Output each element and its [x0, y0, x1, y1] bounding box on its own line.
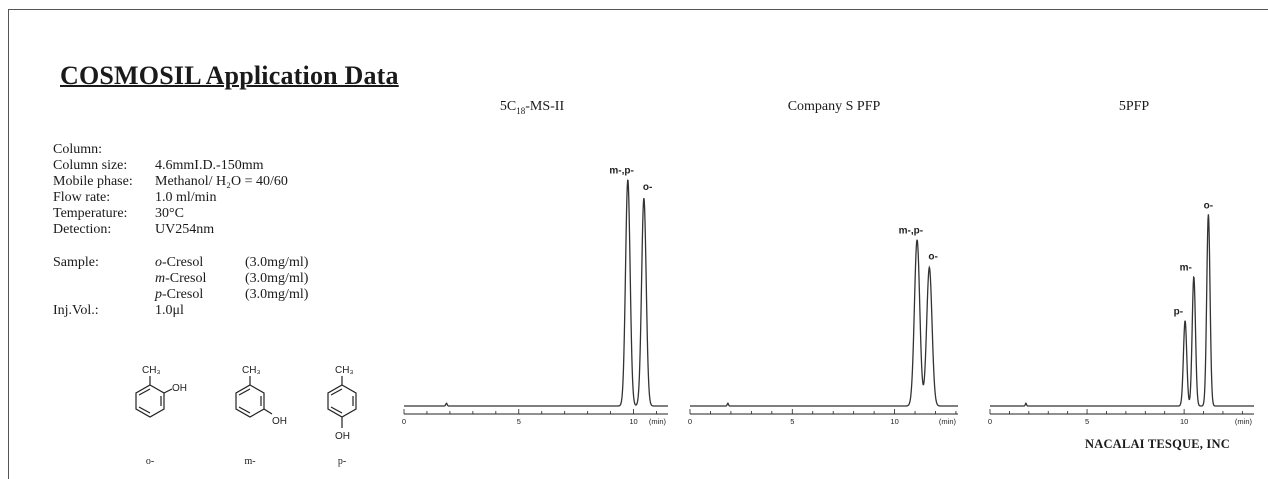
hydroxyl-label: OH [335, 431, 350, 442]
sample-name: o-Cresol [155, 255, 204, 270]
x-tick-label: 5 [517, 417, 521, 426]
condition-value: 1.0 ml/min [155, 190, 217, 205]
chromatogram-trace [404, 179, 668, 407]
sample-name: m-Cresol [155, 271, 207, 286]
condition-value: 30°C [155, 206, 184, 221]
methyl-label: CH₃ [242, 365, 261, 376]
methyl-label: CH₃ [335, 365, 354, 376]
condition-value: 4.6mmI.D.-150mm [155, 158, 264, 173]
frame-left-border [8, 9, 9, 479]
peak-label: m- [1180, 263, 1192, 274]
p-cresol-structure-icon: CH₃ OH [327, 365, 357, 442]
chromatogram-5pfp: 0 5 10 (min) p-m-o- [988, 200, 1254, 426]
methyl-label: CH₃ [142, 365, 161, 376]
hydroxyl-label: OH [272, 416, 287, 427]
x-tick-label: 0 [688, 417, 692, 426]
condition-label: Temperature: [53, 206, 128, 221]
hydroxyl-label: OH [172, 383, 187, 394]
o-cresol-structure-icon: CH₃ OH [135, 365, 187, 418]
sample-concentration: (3.0mg/ml) [245, 271, 309, 286]
chart-title-5pfp: 5PFP [1118, 99, 1150, 114]
structure-caption-p: p- [337, 456, 347, 467]
inj-label: Inj.Vol.: [53, 303, 99, 318]
x-tick-label: 0 [988, 417, 992, 426]
sample-concentration: (3.0mg/ml) [245, 255, 309, 270]
x-tick-label: 10 [1180, 417, 1188, 426]
x-axis-unit-label: (min) [939, 417, 957, 426]
sample-name: p-Cresol [155, 287, 204, 302]
condition-label: Detection: [53, 222, 112, 237]
page-title: COSMOSIL Application Data [60, 61, 399, 90]
peak-label: o- [928, 251, 937, 262]
peak-label: m-,p- [609, 166, 633, 177]
sample-label: Sample: [53, 255, 99, 270]
condition-value: UV254nm [155, 222, 215, 237]
x-tick-label: 10 [890, 417, 898, 426]
peak-label: m-,p- [899, 226, 923, 237]
x-tick-label: 10 [629, 417, 637, 426]
peak-label: p- [1174, 307, 1183, 318]
company-name: NACALAI TESQUE, INC [1085, 437, 1230, 451]
condition-label: Column size: [53, 158, 128, 173]
inj-value: 1.0μl [155, 303, 184, 318]
chromatogram-c18: 0 5 10 (min) m-,p-o- [402, 166, 668, 426]
chromatogram-trace [690, 239, 958, 407]
x-axis-unit-label: (min) [649, 417, 667, 426]
peak-label: o- [1204, 200, 1213, 211]
condition-label: Column: [53, 142, 103, 157]
x-tick-label: 5 [790, 417, 794, 426]
condition-label: Flow rate: [53, 190, 111, 205]
peak-label: o- [643, 182, 652, 193]
chart-title-company-s: Company S PFP [787, 99, 881, 114]
frame-top-border [8, 9, 1268, 10]
chart-title-c18: 5C18-MS-II [499, 99, 565, 116]
chromatogram-company-s-pfp: 0 5 10 (min) m-,p-o- [688, 226, 958, 426]
x-axis-unit-label: (min) [1235, 417, 1253, 426]
condition-label: Mobile phase: [53, 174, 133, 189]
x-tick-label: 5 [1085, 417, 1089, 426]
m-cresol-structure-icon: CH₃ OH [235, 365, 287, 427]
sample-concentration: (3.0mg/ml) [245, 287, 309, 302]
structure-caption-m: m- [244, 456, 256, 467]
condition-value: Methanol/ H₂O = 40/60 [155, 174, 288, 189]
x-tick-label: 0 [402, 417, 406, 426]
chromatogram-trace [990, 214, 1254, 407]
structure-caption-o: o- [145, 456, 155, 467]
